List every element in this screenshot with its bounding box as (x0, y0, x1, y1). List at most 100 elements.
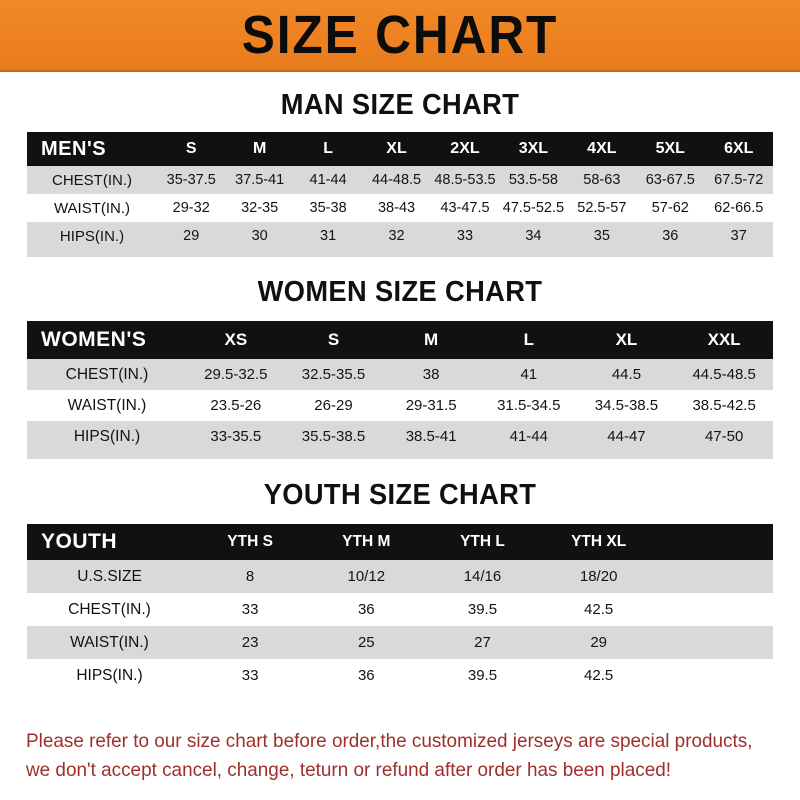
page-header-banner: SIZE CHART (0, 0, 800, 72)
women-chest-m: 38 (382, 359, 480, 390)
youth-hips-m: 36 (308, 659, 425, 692)
women-chest-l: 41 (479, 359, 578, 390)
youth-waist-l: 27 (424, 626, 541, 659)
table-row: WAIST(IN.) 23.5-26 26-29 29-31.5 31.5-34… (27, 390, 773, 421)
men-hips-5xl: 36 (636, 222, 705, 250)
youth-col-xl: YTH XL (540, 524, 657, 560)
table-row: U.S.SIZE 8 10/12 14/16 18/20 (27, 560, 773, 593)
men-hips-2xl: 33 (430, 222, 500, 250)
women-size-chart-container: WOMEN'S XS S M L XL XXL CHEST(IN.) 29.5-… (0, 321, 800, 452)
women-corner-label: WOMEN'S (27, 321, 187, 359)
men-waist-4xl: 52.5-57 (567, 194, 637, 222)
youth-waist-xl: 29 (540, 626, 657, 659)
men-chest-6xl: 67.5-72 (704, 166, 773, 194)
youth-hips-l: 39.5 (424, 659, 541, 692)
table-row: HIPS(IN.) 33-35.5 35.5-38.5 38.5-41 41-4… (27, 421, 773, 452)
men-waist-s: 29-32 (157, 194, 226, 222)
youth-size-table: YOUTH YTH S YTH M YTH L YTH XL U.S.SIZE … (27, 524, 773, 692)
men-col-4xl: 4XL (567, 132, 637, 166)
women-row-label-waist: WAIST(IN.) (27, 390, 187, 421)
men-waist-3xl: 47.5-52.5 (499, 194, 568, 222)
women-col-s: S (284, 321, 383, 359)
women-hips-l: 41-44 (479, 421, 578, 452)
youth-ussize-s: 8 (192, 560, 309, 593)
women-col-xl: XL (577, 321, 676, 359)
men-waist-6xl: 62-66.5 (704, 194, 773, 222)
men-chest-3xl: 53.5-58 (499, 166, 568, 194)
men-hips-xl: 32 (362, 222, 431, 250)
man-size-chart-container: MEN'S S M L XL 2XL 3XL 4XL 5XL 6XL CHEST… (0, 132, 800, 250)
men-col-2xl: 2XL (430, 132, 500, 166)
men-chest-4xl: 58-63 (567, 166, 637, 194)
men-col-l: L (293, 132, 363, 166)
table-row: WAIST(IN.) 23 25 27 29 (27, 626, 773, 659)
youth-corner-label: YOUTH (27, 524, 192, 560)
men-col-5xl: 5XL (636, 132, 705, 166)
youth-hips-s: 33 (192, 659, 309, 692)
men-hips-l: 31 (293, 222, 363, 250)
table-row: WAIST(IN.) 29-32 32-35 35-38 38-43 43-47… (27, 194, 773, 222)
men-chest-2xl: 48.5-53.5 (430, 166, 500, 194)
women-size-chart-title: WOMEN SIZE CHART (257, 276, 543, 308)
youth-chest-m: 36 (308, 593, 425, 626)
women-row-label-chest: CHEST(IN.) (27, 359, 187, 390)
men-chest-xl: 44-48.5 (362, 166, 431, 194)
youth-ussize-pad (656, 560, 773, 593)
table-header-row: MEN'S S M L XL 2XL 3XL 4XL 5XL 6XL (27, 132, 773, 166)
table-header-row: YOUTH YTH S YTH M YTH L YTH XL (27, 524, 773, 560)
men-col-s: S (157, 132, 226, 166)
youth-col-l: YTH L (424, 524, 541, 560)
table-row: CHEST(IN.) 29.5-32.5 32.5-35.5 38 41 44.… (27, 359, 773, 390)
youth-col-m: YTH M (308, 524, 425, 560)
youth-ussize-m: 10/12 (308, 560, 425, 593)
women-waist-s: 26-29 (284, 390, 383, 421)
youth-chest-pad (656, 593, 773, 626)
table-row: HIPS(IN.) 33 36 39.5 42.5 (27, 659, 773, 692)
youth-row-label-chest: CHEST(IN.) (27, 593, 192, 626)
men-hips-6xl: 37 (704, 222, 773, 250)
women-hips-s: 35.5-38.5 (284, 421, 383, 452)
men-col-3xl: 3XL (499, 132, 568, 166)
page-title: SIZE CHART (241, 5, 559, 65)
order-policy-note-line1: Please refer to our size chart before or… (26, 730, 753, 753)
men-hips-m: 30 (225, 222, 294, 250)
women-hips-xl: 44-47 (577, 421, 676, 452)
women-waist-xxl: 38.5-42.5 (675, 390, 773, 421)
women-waist-xs: 23.5-26 (187, 390, 285, 421)
table-row: CHEST(IN.) 33 36 39.5 42.5 (27, 593, 773, 626)
youth-ussize-xl: 18/20 (540, 560, 657, 593)
table-row: CHEST(IN.) 35-37.5 37.5-41 41-44 44-48.5… (27, 166, 773, 194)
women-chest-xxl: 44.5-48.5 (675, 359, 773, 390)
youth-row-label-ussize: U.S.SIZE (27, 560, 192, 593)
youth-row-label-hips: HIPS(IN.) (27, 659, 192, 692)
men-hips-4xl: 35 (567, 222, 637, 250)
youth-hips-pad (656, 659, 773, 692)
men-col-xl: XL (362, 132, 431, 166)
women-waist-l: 31.5-34.5 (479, 390, 578, 421)
men-waist-m: 32-35 (225, 194, 294, 222)
man-size-table: MEN'S S M L XL 2XL 3XL 4XL 5XL 6XL CHEST… (27, 132, 773, 250)
youth-col-pad (656, 524, 773, 560)
youth-chest-l: 39.5 (424, 593, 541, 626)
women-hips-xxl: 47-50 (675, 421, 773, 452)
men-row-label-hips: HIPS(IN.) (27, 222, 157, 250)
men-chest-5xl: 63-67.5 (636, 166, 705, 194)
women-size-table: WOMEN'S XS S M L XL XXL CHEST(IN.) 29.5-… (27, 321, 773, 452)
youth-waist-pad (656, 626, 773, 659)
youth-hips-xl: 42.5 (540, 659, 657, 692)
order-policy-note-line2: we don't accept cancel, change, teturn o… (26, 758, 672, 781)
table-header-row: WOMEN'S XS S M L XL XXL (27, 321, 773, 359)
table-row: HIPS(IN.) 29 30 31 32 33 34 35 36 37 (27, 222, 773, 250)
men-col-m: M (225, 132, 294, 166)
youth-ussize-l: 14/16 (424, 560, 541, 593)
women-col-xxl: XXL (675, 321, 773, 359)
youth-chest-s: 33 (192, 593, 309, 626)
men-col-6xl: 6XL (704, 132, 773, 166)
men-chest-m: 37.5-41 (225, 166, 294, 194)
man-table-bottom-strip (27, 250, 773, 257)
youth-row-label-waist: WAIST(IN.) (27, 626, 192, 659)
women-hips-m: 38.5-41 (382, 421, 480, 452)
youth-waist-s: 23 (192, 626, 309, 659)
youth-chest-xl: 42.5 (540, 593, 657, 626)
men-hips-s: 29 (157, 222, 226, 250)
